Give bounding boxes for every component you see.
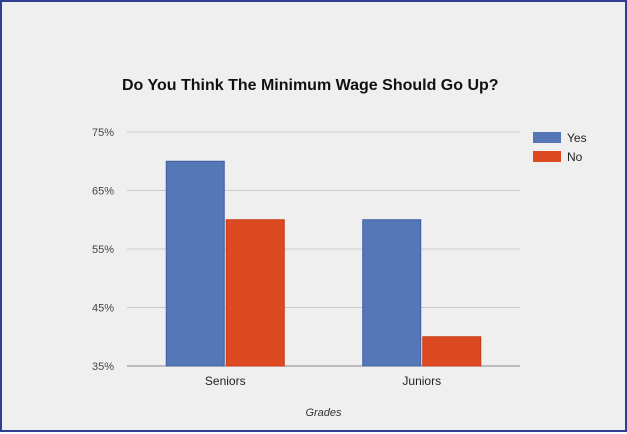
x-category-label: Juniors: [402, 374, 441, 388]
bar-no-juniors: [422, 336, 482, 367]
legend-swatch-no: [533, 151, 561, 162]
x-category-label: Seniors: [205, 374, 246, 388]
chart-title: Do You Think The Minimum Wage Should Go …: [122, 77, 499, 94]
y-tick-label: 35%: [92, 361, 114, 373]
y-tick-label: 65%: [92, 186, 114, 198]
x-axis-title: Grades: [305, 407, 342, 419]
y-tick-label: 55%: [92, 244, 114, 256]
y-tick-label: 45%: [92, 303, 114, 315]
legend-label-no: No: [567, 150, 583, 164]
legend-label-yes: Yes: [567, 131, 587, 145]
bar-no-seniors: [225, 219, 285, 367]
legend-swatch-yes: [533, 132, 561, 143]
bar-yes-juniors: [362, 219, 422, 367]
bar-yes-seniors: [165, 160, 225, 367]
y-tick-label: 75%: [92, 127, 114, 139]
